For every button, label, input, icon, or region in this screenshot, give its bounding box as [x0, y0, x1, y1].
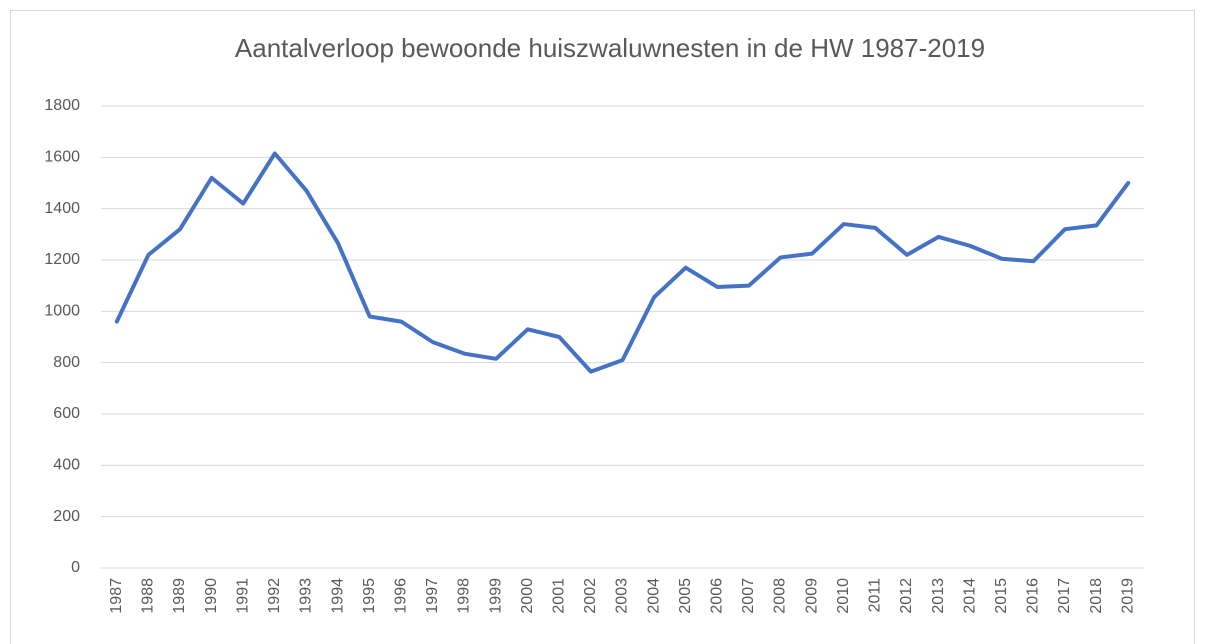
x-tick-label: 2018: [1088, 578, 1105, 614]
x-tick-label: 2011: [867, 578, 884, 613]
x-tick-label: 2003: [614, 578, 631, 614]
x-tick-label: 2005: [677, 578, 694, 614]
chart-title: Aantalverloop bewoonde huiszwaluwnesten …: [235, 33, 985, 63]
x-tick-label: 2015: [993, 578, 1010, 614]
x-tick-label: 2007: [740, 578, 757, 614]
x-tick-label: 2014: [961, 578, 978, 614]
y-tick-label: 1400: [44, 200, 80, 217]
y-tick-label: 800: [53, 354, 80, 371]
x-tick-label: 1992: [266, 578, 283, 614]
x-tick-label: 2006: [709, 578, 726, 614]
y-tick-label: 0: [71, 559, 80, 576]
x-tick-label: 2010: [835, 578, 852, 614]
x-tick-label: 2016: [1025, 578, 1042, 614]
x-tick-label: 2012: [898, 578, 915, 614]
x-tick-label: 2019: [1119, 578, 1136, 614]
y-tick-label: 400: [53, 457, 80, 474]
x-tick-label: 2001: [551, 578, 568, 614]
x-tick-label: 2017: [1056, 578, 1073, 614]
x-tick-label: 2002: [582, 578, 599, 614]
chart-border: [10, 10, 1195, 644]
x-tick-label: 1995: [361, 578, 378, 614]
x-tick-label: 1988: [140, 578, 157, 614]
x-tick-label: 1997: [424, 578, 441, 614]
y-tick-label: 1000: [44, 303, 80, 320]
y-tick-label: 1200: [44, 251, 80, 268]
x-tick-label: 2009: [803, 578, 820, 614]
data-line: [114, 151, 1131, 374]
x-tick-label: 1999: [487, 578, 504, 614]
y-tick-label: 200: [53, 508, 80, 525]
x-tick-label: 1998: [456, 578, 473, 614]
y-tick-label: 1600: [44, 149, 80, 166]
x-tick-label: 1990: [203, 578, 220, 614]
x-tick-label: 1993: [298, 578, 315, 614]
x-tick-label: 2004: [645, 578, 662, 614]
x-tick-label: 1987: [108, 578, 125, 614]
y-tick-label: 600: [53, 405, 80, 422]
x-tick-label: 2008: [772, 578, 789, 614]
x-tick-label: 2000: [519, 578, 536, 614]
x-tick-label: 2013: [930, 578, 947, 614]
x-tick-label: 1989: [171, 578, 188, 614]
y-tick-label: 1800: [44, 97, 80, 114]
x-tick-label: 1991: [234, 578, 251, 614]
x-tick-label: 1994: [329, 578, 346, 614]
x-tick-label: 1996: [392, 578, 409, 614]
